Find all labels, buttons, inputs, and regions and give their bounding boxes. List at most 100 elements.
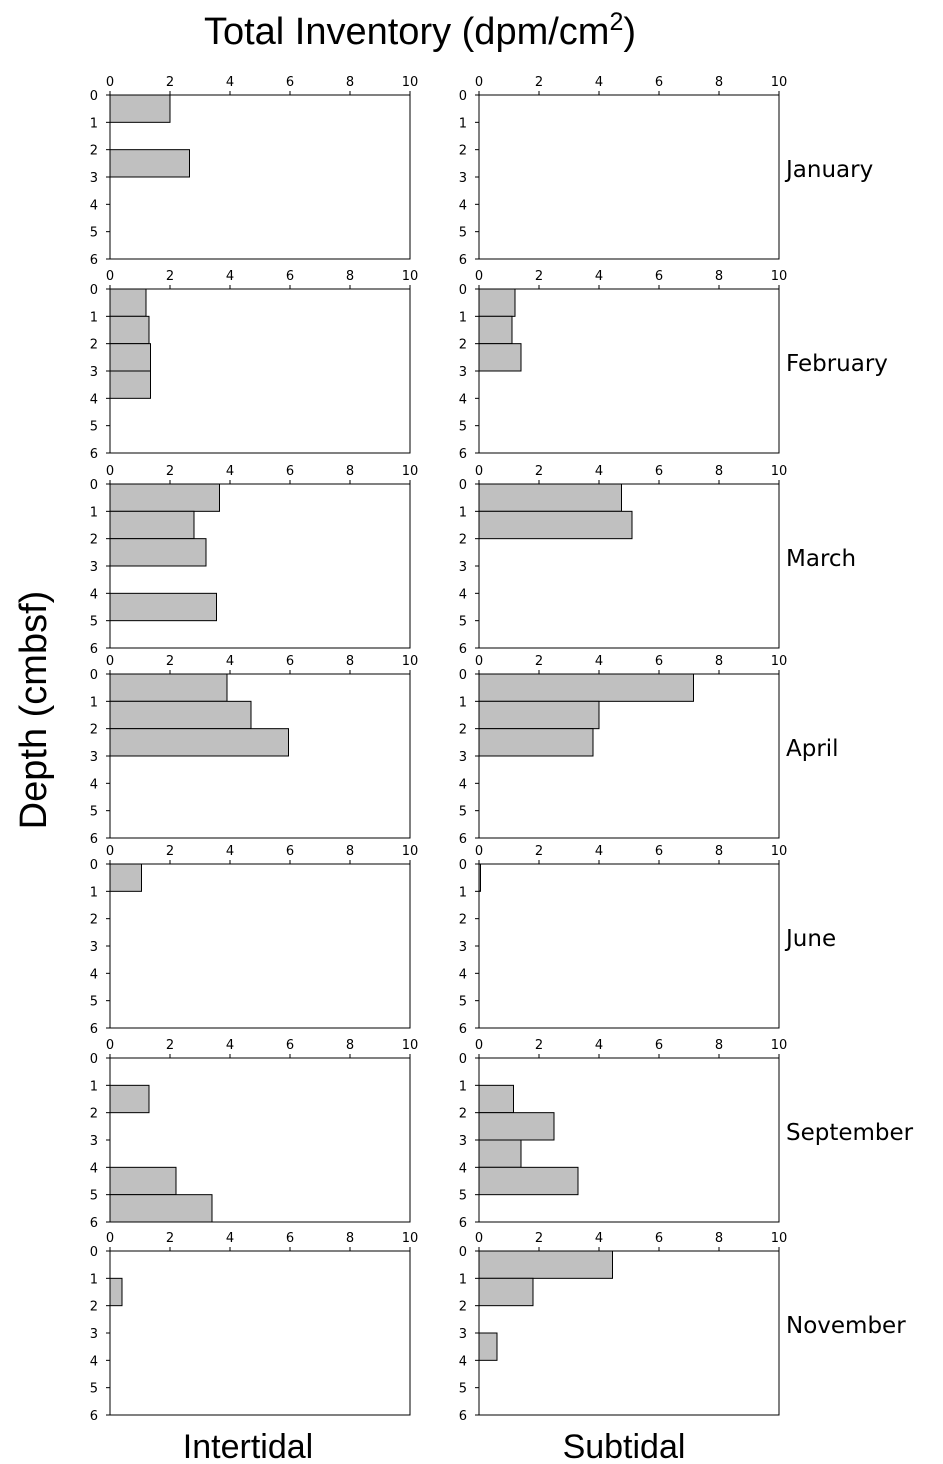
y-tick-label-november-intertidal-6: 6 bbox=[90, 1409, 98, 1424]
y-tick-label-september-intertidal-5: 5 bbox=[90, 1189, 98, 1204]
bar-september-subtidal-2 bbox=[478, 1139, 522, 1168]
x-tick-label-march-intertidal-2: 2 bbox=[166, 464, 174, 479]
x-tick-label-february-subtidal-10: 10 bbox=[771, 269, 788, 284]
y-tick-label-april-subtidal-6: 6 bbox=[459, 832, 467, 847]
column-label-subtidal: Subtidal bbox=[563, 1428, 686, 1464]
bar-june-subtidal-0 bbox=[478, 863, 481, 892]
x-tick-label-january-subtidal-10: 10 bbox=[771, 75, 788, 90]
bar-january-intertidal-0 bbox=[109, 94, 171, 123]
x-tick-label-november-subtidal-10: 10 bbox=[771, 1231, 788, 1246]
x-tick-label-september-subtidal-10: 10 bbox=[771, 1038, 788, 1053]
x-tick-label-june-intertidal-10: 10 bbox=[402, 844, 419, 859]
y-tick-label-november-intertidal-3: 3 bbox=[90, 1327, 98, 1342]
panel-january-subtidal: 0 2 4 6 8 10 0 1 2 3 4 5 6 bbox=[459, 75, 788, 268]
y-tick-label-june-subtidal-5: 5 bbox=[459, 995, 467, 1010]
y-tick-label-february-subtidal-2: 2 bbox=[459, 338, 467, 353]
bar-february-subtidal-0 bbox=[478, 288, 516, 317]
y-tick-label-march-intertidal-2: 2 bbox=[90, 533, 98, 548]
y-tick-label-march-intertidal-1: 1 bbox=[90, 505, 98, 520]
y-tick-label-june-intertidal-1: 1 bbox=[90, 885, 98, 900]
y-tick-label-september-intertidal-3: 3 bbox=[90, 1134, 98, 1149]
y-tick-label-april-intertidal-6: 6 bbox=[90, 832, 98, 847]
y-tick-label-march-subtidal-2: 2 bbox=[459, 533, 467, 548]
bar-september-intertidal-0 bbox=[109, 1084, 150, 1114]
y-tick-label-september-intertidal-1: 1 bbox=[90, 1079, 98, 1094]
y-tick-label-february-subtidal-4: 4 bbox=[459, 392, 467, 407]
x-tick-label-november-intertidal-8: 8 bbox=[346, 1231, 354, 1246]
x-tick-label-january-subtidal-6: 6 bbox=[655, 75, 663, 90]
x-tick-label-june-intertidal-6: 6 bbox=[286, 844, 294, 859]
y-tick-label-january-intertidal-4: 4 bbox=[90, 198, 98, 213]
y-tick-label-september-intertidal-2: 2 bbox=[90, 1107, 98, 1122]
y-tick-label-april-subtidal-1: 1 bbox=[459, 695, 467, 710]
y-tick-label-february-intertidal-1: 1 bbox=[90, 310, 98, 325]
bar-february-intertidal-3 bbox=[109, 370, 151, 399]
y-tick-label-september-subtidal-4: 4 bbox=[459, 1161, 467, 1176]
x-tick-label-january-subtidal-4: 4 bbox=[595, 75, 603, 90]
y-tick-label-march-intertidal-6: 6 bbox=[90, 642, 98, 657]
y-tick-label-november-subtidal-2: 2 bbox=[459, 1300, 467, 1315]
y-tick-label-january-subtidal-4: 4 bbox=[459, 198, 467, 213]
y-tick-label-january-intertidal-1: 1 bbox=[90, 116, 98, 131]
x-tick-label-june-intertidal-2: 2 bbox=[166, 844, 174, 859]
x-tick-label-february-intertidal-6: 6 bbox=[286, 269, 294, 284]
x-tick-label-march-intertidal-8: 8 bbox=[346, 464, 354, 479]
y-tick-label-september-subtidal-2: 2 bbox=[459, 1107, 467, 1122]
x-tick-label-april-intertidal-10: 10 bbox=[402, 654, 419, 669]
chart-title-main: Total Inventory (dpm/cm bbox=[204, 11, 609, 53]
y-tick-label-march-subtidal-3: 3 bbox=[459, 560, 467, 575]
panel-march-subtidal: 0 2 4 6 8 10 0 1 2 3 4 5 6 bbox=[459, 464, 788, 657]
x-tick-label-march-intertidal-4: 4 bbox=[226, 464, 234, 479]
y-tick-label-march-intertidal-3: 3 bbox=[90, 560, 98, 575]
y-tick-label-september-intertidal-0: 0 bbox=[90, 1052, 98, 1067]
panel-april-intertidal: 0 2 4 6 8 10 0 1 2 3 4 5 6 bbox=[90, 654, 419, 847]
y-axis-label: Depth (cmbsf) bbox=[13, 591, 55, 830]
x-tick-label-march-subtidal-10: 10 bbox=[771, 464, 788, 479]
x-tick-label-february-subtidal-2: 2 bbox=[535, 269, 543, 284]
x-tick-label-march-subtidal-6: 6 bbox=[655, 464, 663, 479]
month-label-september: September bbox=[786, 1120, 914, 1146]
x-tick-label-november-intertidal-2: 2 bbox=[166, 1231, 174, 1246]
x-tick-label-april-subtidal-2: 2 bbox=[535, 654, 543, 669]
y-tick-label-september-intertidal-4: 4 bbox=[90, 1161, 98, 1176]
panel-november-subtidal: 0 2 4 6 8 10 0 1 2 3 4 5 6 bbox=[459, 1231, 788, 1424]
month-labels-layer: January February March April June September No… bbox=[784, 157, 914, 1339]
panel-february-intertidal: 0 2 4 6 8 10 0 1 2 3 4 5 6 bbox=[90, 269, 419, 462]
bar-february-intertidal-1 bbox=[109, 315, 150, 345]
y-tick-label-february-intertidal-2: 2 bbox=[90, 338, 98, 353]
x-tick-label-november-intertidal-10: 10 bbox=[402, 1231, 419, 1246]
x-tick-label-april-subtidal-0: 0 bbox=[475, 654, 483, 669]
y-tick-label-april-intertidal-1: 1 bbox=[90, 695, 98, 710]
x-tick-label-march-subtidal-0: 0 bbox=[475, 464, 483, 479]
y-tick-label-november-subtidal-5: 5 bbox=[459, 1382, 467, 1397]
x-tick-label-september-intertidal-2: 2 bbox=[166, 1038, 174, 1053]
x-tick-label-june-subtidal-6: 6 bbox=[655, 844, 663, 859]
panel-september-subtidal: 0 2 4 6 8 10 0 1 2 3 4 5 6 bbox=[459, 1038, 788, 1231]
y-tick-label-november-intertidal-2: 2 bbox=[90, 1300, 98, 1315]
panel-january-intertidal: 0 2 4 6 8 10 0 1 2 3 4 5 6 bbox=[90, 75, 419, 268]
panel-february-subtidal: 0 2 4 6 8 10 0 1 2 3 4 5 6 bbox=[459, 269, 788, 462]
plot-frame-november-intertidal bbox=[109, 1250, 411, 1416]
x-tick-label-january-subtidal-2: 2 bbox=[535, 75, 543, 90]
x-tick-label-february-intertidal-2: 2 bbox=[166, 269, 174, 284]
bar-september-intertidal-1 bbox=[109, 1166, 177, 1196]
y-tick-label-june-intertidal-2: 2 bbox=[90, 913, 98, 928]
x-tick-label-november-subtidal-2: 2 bbox=[535, 1231, 543, 1246]
y-tick-label-march-subtidal-6: 6 bbox=[459, 642, 467, 657]
x-tick-label-june-subtidal-8: 8 bbox=[715, 844, 723, 859]
x-tick-label-january-intertidal-8: 8 bbox=[346, 75, 354, 90]
bar-september-intertidal-2 bbox=[109, 1194, 213, 1223]
y-tick-label-january-subtidal-2: 2 bbox=[459, 144, 467, 159]
x-tick-label-november-subtidal-0: 0 bbox=[475, 1231, 483, 1246]
x-tick-label-june-subtidal-10: 10 bbox=[771, 844, 788, 859]
x-tick-label-january-intertidal-2: 2 bbox=[166, 75, 174, 90]
bar-february-intertidal-0 bbox=[109, 288, 147, 317]
y-tick-label-january-intertidal-6: 6 bbox=[90, 253, 98, 268]
x-tick-label-march-subtidal-8: 8 bbox=[715, 464, 723, 479]
x-tick-label-february-subtidal-0: 0 bbox=[475, 269, 483, 284]
x-tick-label-february-subtidal-6: 6 bbox=[655, 269, 663, 284]
x-tick-label-january-intertidal-0: 0 bbox=[106, 75, 114, 90]
plot-frame-february-intertidal bbox=[109, 288, 411, 454]
bar-april-intertidal-2 bbox=[109, 728, 289, 757]
